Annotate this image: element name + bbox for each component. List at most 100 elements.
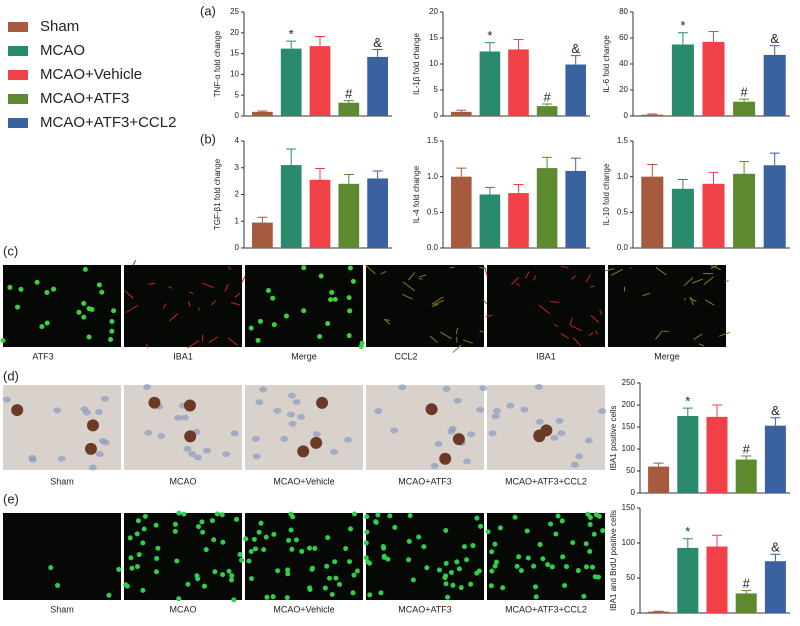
- panel-label: (a): [200, 3, 216, 18]
- bar: [706, 417, 727, 493]
- nucleus: [29, 457, 37, 463]
- nucleus: [181, 415, 189, 421]
- cell: [351, 279, 356, 284]
- error-bar: [678, 33, 688, 45]
- bar: [508, 193, 529, 248]
- legend-label: MCAO+ATF3+CCL2: [40, 114, 176, 131]
- cell: [489, 569, 494, 574]
- cell: [184, 399, 196, 411]
- cell: [174, 558, 179, 563]
- error-bar: [770, 153, 780, 165]
- error-bar: [373, 171, 383, 178]
- y-tick-label: 50: [626, 573, 635, 582]
- caption: MCAO+Vehicle: [273, 604, 334, 614]
- cell: [364, 514, 369, 519]
- nucleus: [184, 446, 192, 452]
- micrograph: [366, 384, 487, 470]
- nucleus: [287, 412, 295, 418]
- cell: [272, 322, 277, 327]
- cell: [515, 564, 520, 569]
- cell: [534, 594, 539, 599]
- nucleus: [492, 413, 500, 419]
- y-axis-label: IL-10 fold change: [602, 163, 611, 225]
- cell: [385, 557, 390, 562]
- cell: [55, 583, 60, 588]
- micrograph-bg: [608, 265, 726, 347]
- cell: [538, 542, 543, 547]
- error-bar: [770, 554, 780, 561]
- cell: [128, 555, 133, 560]
- cell: [266, 288, 271, 293]
- cell: [548, 521, 553, 526]
- annotation: &: [771, 540, 780, 555]
- cell: [39, 324, 44, 329]
- cell: [239, 558, 244, 563]
- cell: [323, 586, 328, 591]
- cell: [154, 523, 159, 528]
- nucleus: [520, 407, 528, 413]
- y-tick-label: 1.5: [617, 136, 629, 145]
- bar: [648, 467, 669, 493]
- cell: [588, 522, 593, 527]
- legend-label: MCAO+Vehicle: [40, 66, 142, 83]
- bar: [310, 46, 331, 116]
- cell: [421, 544, 426, 549]
- micrograph: [366, 265, 488, 353]
- bar: [764, 55, 786, 116]
- cell: [81, 301, 86, 306]
- cell: [407, 539, 412, 544]
- cell: [347, 559, 352, 564]
- cell: [238, 552, 243, 557]
- cell: [519, 568, 524, 573]
- micrograph: [486, 512, 606, 600]
- cell: [337, 582, 342, 587]
- cell: [137, 552, 142, 557]
- cell: [154, 556, 159, 561]
- caption: Merge: [291, 351, 317, 361]
- cell: [516, 554, 521, 559]
- cell: [426, 403, 438, 415]
- cell: [220, 572, 225, 577]
- y-tick-label: 0: [235, 243, 240, 252]
- cell: [243, 536, 248, 541]
- micrograph: [245, 265, 365, 349]
- cell: [332, 559, 337, 564]
- cell: [364, 540, 369, 545]
- error-bar: [542, 157, 552, 168]
- error-bar: [709, 172, 719, 183]
- cell: [246, 558, 251, 563]
- y-tick-label: 4: [235, 136, 240, 145]
- annotation: *: [680, 18, 685, 33]
- annotation: &: [771, 403, 780, 418]
- nucleus: [157, 433, 165, 439]
- cell: [227, 569, 232, 574]
- cell: [35, 280, 40, 285]
- y-tick-label: 0.0: [617, 243, 629, 252]
- legend-swatch: [8, 46, 28, 56]
- cell: [258, 521, 263, 526]
- y-tick-label: 15: [429, 33, 438, 42]
- cell: [387, 513, 392, 518]
- bar: [310, 180, 331, 248]
- cell: [333, 576, 338, 581]
- fiber: [133, 260, 136, 265]
- cell: [108, 337, 113, 342]
- cell: [204, 547, 209, 552]
- cell: [587, 549, 592, 554]
- error-bar: [257, 217, 267, 222]
- cell: [348, 526, 353, 531]
- cell: [316, 397, 328, 409]
- nucleus: [83, 410, 91, 416]
- cell: [210, 518, 215, 523]
- y-tick-label: 3: [235, 163, 240, 172]
- cell: [489, 583, 494, 588]
- micrograph: [1, 265, 121, 347]
- nucleus: [506, 403, 514, 409]
- nucleus: [556, 418, 564, 424]
- error-bar: [286, 41, 296, 48]
- cell: [498, 525, 503, 530]
- panel-label: (b): [200, 131, 216, 146]
- cell: [129, 566, 134, 571]
- cell: [464, 557, 469, 562]
- legend-swatch: [8, 22, 28, 32]
